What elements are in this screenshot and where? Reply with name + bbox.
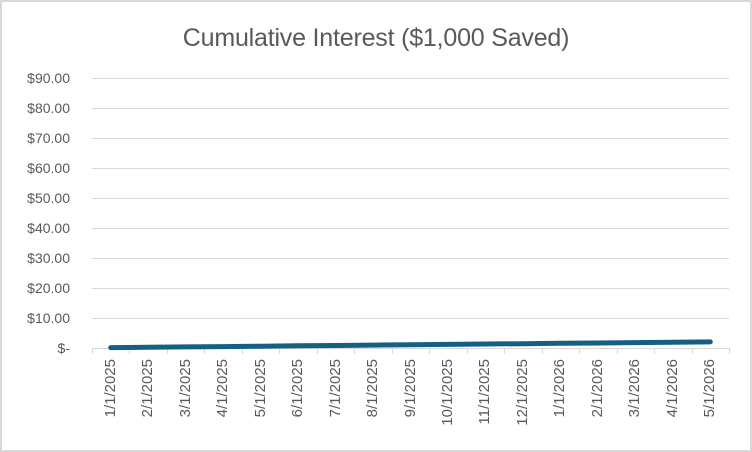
- x-axis-line: [92, 348, 730, 349]
- x-axis-label: 2/1/2025: [139, 359, 157, 418]
- x-axis-tick: [279, 349, 281, 354]
- x-axis-label: 1/1/2025: [101, 359, 119, 418]
- x-axis-label: 6/1/2025: [289, 359, 307, 418]
- x-axis-tick: [241, 349, 243, 354]
- gridline: [92, 198, 729, 199]
- x-axis-label: 3/1/2026: [626, 359, 644, 418]
- x-axis-tick: [354, 349, 356, 354]
- x-axis-tick: [204, 349, 206, 354]
- x-axis-tick: [729, 349, 730, 354]
- x-axis-tick: [166, 349, 168, 354]
- x-axis-tick: [129, 349, 131, 354]
- x-axis-label: 5/1/2026: [701, 359, 719, 418]
- y-axis-label: $80.00: [27, 100, 70, 116]
- y-axis-label: $70.00: [27, 130, 70, 146]
- x-axis-label: 11/1/2025: [476, 359, 494, 425]
- y-axis-label: $90.00: [27, 70, 70, 86]
- x-axis-tick: [429, 349, 431, 354]
- y-axis-label: $10.00: [27, 310, 70, 326]
- series-line: [108, 339, 713, 351]
- x-axis-label: 5/1/2025: [251, 359, 269, 418]
- gridline: [92, 318, 729, 319]
- x-axis-label: 4/1/2026: [663, 359, 681, 418]
- x-axis-tick: [654, 349, 656, 354]
- gridline: [92, 108, 729, 109]
- gridline: [92, 258, 729, 259]
- y-axis-label: $40.00: [27, 220, 70, 236]
- gridline: [92, 138, 729, 139]
- chart-title: Cumulative Interest ($1,000 Saved): [182, 24, 570, 52]
- x-axis-tick: [92, 349, 93, 354]
- y-axis-label: $60.00: [27, 160, 70, 176]
- y-axis-label: $50.00: [27, 190, 70, 206]
- x-axis-tick: [391, 349, 393, 354]
- x-axis-tick: [616, 349, 618, 354]
- x-axis-tick: [541, 349, 543, 354]
- gridline: [92, 168, 729, 169]
- x-axis-label: 3/1/2025: [176, 359, 194, 418]
- y-axis-label: $30.00: [27, 250, 70, 266]
- x-axis-label: 4/1/2025: [214, 359, 232, 418]
- x-axis-label: 10/1/2025: [438, 359, 456, 426]
- x-axis-tick: [316, 349, 318, 354]
- x-axis-label: 2/1/2026: [588, 359, 606, 418]
- gridline: [92, 78, 729, 79]
- y-axis-label: $-: [57, 340, 70, 356]
- x-axis-label: 12/1/2025: [513, 359, 531, 426]
- y-axis-label: $20.00: [27, 280, 70, 296]
- gridline: [92, 228, 729, 229]
- x-axis-tick: [579, 349, 581, 354]
- x-axis-tick: [691, 349, 693, 354]
- gridline: [92, 288, 729, 289]
- x-axis-label: 8/1/2025: [364, 359, 382, 418]
- x-axis-tick: [504, 349, 506, 354]
- x-axis-tick: [466, 349, 468, 354]
- x-axis-label: 9/1/2025: [401, 359, 419, 418]
- x-axis-label: 1/1/2026: [551, 359, 569, 418]
- x-axis-label: 7/1/2025: [326, 359, 344, 418]
